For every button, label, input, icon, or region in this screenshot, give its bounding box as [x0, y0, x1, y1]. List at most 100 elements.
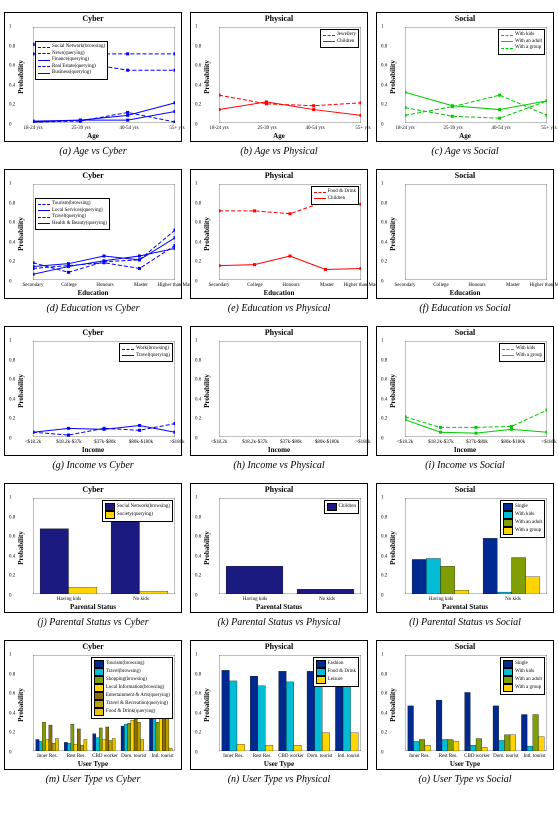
- y-axis-label: Probability: [389, 688, 397, 722]
- y-tick: 0: [9, 280, 12, 285]
- caption: (i) Income vs Social: [376, 456, 554, 479]
- y-tick: 0.4: [195, 397, 201, 402]
- y-axis-label: Probability: [17, 531, 25, 565]
- x-tick: Having kids: [57, 597, 81, 602]
- y-axis-label: Probability: [17, 60, 25, 94]
- y-tick: 0.2: [195, 574, 201, 579]
- y-tick: 0.4: [381, 397, 387, 402]
- y-tick: 0.8: [195, 201, 201, 206]
- y-tick: 1: [381, 339, 384, 344]
- x-tick: Higher than Master: [530, 283, 558, 288]
- legend-item: Children: [327, 503, 357, 511]
- y-tick: 0.4: [9, 711, 15, 716]
- y-tick: 0.4: [9, 83, 15, 88]
- y-tick: 1: [195, 653, 198, 658]
- legend-label: Local Information(browsing): [106, 685, 164, 692]
- legend-item: Shopping(browsing): [94, 676, 170, 684]
- chart-panel: SocialProbabilityEducation00.20.40.60.81…: [376, 169, 554, 299]
- x-axis-label: Income: [377, 446, 553, 454]
- x-tick: College: [61, 283, 77, 288]
- y-axis-label: Probability: [203, 374, 211, 408]
- y-tick: 0.8: [9, 201, 15, 206]
- x-tick: Secondary: [22, 283, 43, 288]
- legend: SingleWith kidsWith an adultWith a group: [500, 500, 545, 538]
- y-tick: 0.2: [381, 417, 387, 422]
- chart-title: Social: [377, 485, 553, 494]
- y-axis-label: Probability: [203, 688, 211, 722]
- x-tick: Inner Res.: [37, 754, 58, 759]
- x-axis-label: Age: [191, 132, 367, 140]
- y-tick: 0.2: [381, 260, 387, 265]
- y-tick: 0: [195, 123, 198, 128]
- x-tick: CBD worker: [464, 754, 490, 759]
- legend: With kidsWith an adultWith a group: [498, 29, 545, 55]
- y-tick: 0.6: [381, 535, 387, 540]
- y-tick: 0.2: [381, 103, 387, 108]
- legend-label: Social Network(browsing): [117, 504, 170, 511]
- y-tick: 0.8: [195, 515, 201, 520]
- y-tick: 0.4: [381, 554, 387, 559]
- y-tick: 0.6: [381, 64, 387, 69]
- legend-label: Travel(querying): [136, 353, 170, 360]
- x-axis-label: User Type: [191, 760, 367, 768]
- y-axis-label: Probability: [17, 374, 25, 408]
- x-tick: Intl. tourist: [151, 754, 173, 759]
- y-axis-label: Probability: [389, 531, 397, 565]
- legend-item: Single: [503, 660, 542, 668]
- x-tick: Intl. tourist: [337, 754, 359, 759]
- legend: Children: [324, 500, 360, 514]
- x-tick: Intl. tourist: [523, 754, 545, 759]
- legend-label: With a group: [515, 685, 541, 692]
- legend-label: Tourism(browsing): [106, 661, 145, 668]
- x-tick: $37k-$80k: [466, 440, 488, 445]
- chart-panel: SocialProbabilityParental Status00.20.40…: [376, 483, 554, 613]
- legend-label: Food & Drink(querying): [106, 709, 155, 716]
- y-tick: 0.2: [381, 731, 387, 736]
- y-tick: 0.2: [381, 574, 387, 579]
- y-tick: 1: [195, 182, 198, 187]
- legend-item: Travel(browsing): [94, 668, 170, 676]
- y-axis-label: Probability: [203, 531, 211, 565]
- legend-label: Business(querying): [52, 70, 91, 77]
- x-tick: Having kids: [429, 597, 453, 602]
- legend-item: Entertainment & Arts(querying): [94, 692, 170, 700]
- y-tick: 1: [195, 496, 198, 501]
- x-tick: Rest Res.: [439, 754, 458, 759]
- y-tick: 0.8: [381, 672, 387, 677]
- x-tick: 40-54 yrs: [305, 126, 324, 131]
- caption: (l) Parental Status vs Social: [376, 613, 554, 636]
- x-tick: Secondary: [208, 283, 229, 288]
- y-tick: 0.4: [9, 554, 15, 559]
- chart-title: Cyber: [5, 642, 181, 651]
- chart-panel: PhysicalProbabilityIncome00.20.40.60.81<…: [190, 326, 368, 456]
- x-axis-label: Parental Status: [377, 603, 553, 611]
- x-tick: $80k-$180k: [129, 440, 153, 445]
- x-tick: >$180k: [169, 440, 184, 445]
- y-tick: 1: [9, 25, 12, 30]
- y-axis-label: Probability: [203, 60, 211, 94]
- x-tick: 18-24 yrs: [395, 126, 414, 131]
- y-tick: 0.2: [9, 260, 15, 265]
- caption: (b) Age vs Physical: [190, 142, 368, 165]
- y-tick: 0.6: [195, 692, 201, 697]
- y-tick: 0: [195, 594, 198, 599]
- chart-title: Social: [377, 328, 553, 337]
- y-axis-label: Probability: [17, 688, 25, 722]
- y-tick: 0: [381, 123, 384, 128]
- legend-label: Single: [515, 504, 528, 511]
- y-tick: 0.6: [9, 378, 15, 383]
- legend-item: Health & Beauty(querying): [38, 221, 107, 228]
- chart-panel: CyberProbabilityAge00.20.40.60.8118-24 y…: [4, 12, 182, 142]
- chart-title: Physical: [191, 14, 367, 23]
- y-tick: 0.8: [9, 672, 15, 677]
- x-tick: 40-54 yrs: [119, 126, 138, 131]
- legend-item: Business(querying): [38, 70, 105, 77]
- y-tick: 0.2: [195, 260, 201, 265]
- x-tick: $18.2k-$37k: [428, 440, 453, 445]
- legend: Work(browsing)Travel(querying): [119, 343, 173, 362]
- x-axis-label: Parental Status: [5, 603, 181, 611]
- y-tick: 0.6: [195, 221, 201, 226]
- y-tick: 0.8: [381, 515, 387, 520]
- y-tick: 0.6: [9, 535, 15, 540]
- legend-item: With an adult: [503, 519, 542, 527]
